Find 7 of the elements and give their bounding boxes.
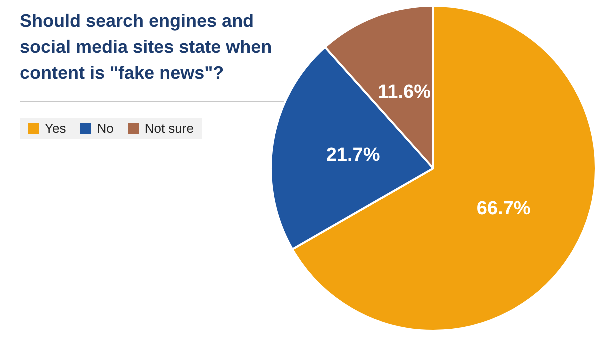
- legend-label: Yes: [44, 121, 66, 136]
- data-label: 66.7%: [476, 198, 531, 220]
- text: Should search engines and social media sites state when content is "fake news"?: [20, 10, 274, 85]
- data-label: 11.6%: [378, 82, 432, 103]
- legend-label: No: [96, 121, 114, 136]
- legend-label: Not sure: [144, 121, 194, 136]
- data-label: 21.7%: [326, 144, 380, 166]
